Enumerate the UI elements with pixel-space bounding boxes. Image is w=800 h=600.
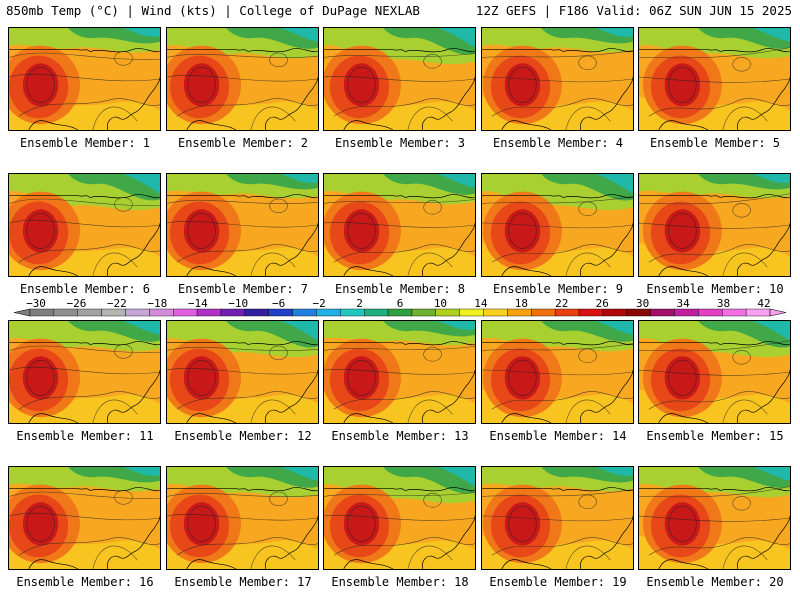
ensemble-member-label: Ensemble Member: 16	[16, 575, 154, 589]
ensemble-member-map	[638, 173, 791, 277]
ensemble-member-map	[166, 27, 319, 131]
ensemble-member-label: Ensemble Member: 4	[492, 136, 624, 150]
colorbar-tick-label: −22	[106, 297, 127, 310]
ensemble-member-map	[8, 27, 161, 131]
colorbar-tick-label: −10	[228, 297, 249, 310]
colorbar-tick-label: 34	[676, 297, 690, 310]
run-valid-time: 12Z GEFS | F186 Valid: 06Z SUN JUN 15 20…	[475, 3, 792, 18]
ensemble-member-map	[481, 320, 634, 424]
colorbar-tick-label: −18	[147, 297, 168, 310]
colorbar-tick-label: 14	[474, 297, 488, 310]
ensemble-member-label: Ensemble Member: 9	[492, 282, 624, 296]
header: 850mb Temp (°C) | Wind (kts) | College o…	[0, 0, 800, 22]
ensemble-member-label: Ensemble Member: 7	[177, 282, 309, 296]
ensemble-member-map	[323, 466, 476, 570]
colorbar-tick-label: −26	[66, 297, 87, 310]
ensemble-member-label: Ensemble Member: 5	[649, 136, 781, 150]
colorbar-tick-label: 26	[595, 297, 609, 310]
ensemble-member-map	[638, 27, 791, 131]
colorbar-tick-label: 6	[396, 297, 404, 310]
ensemble-member-label: Ensemble Member: 14	[489, 429, 627, 443]
ensemble-member-label: Ensemble Member: 3	[334, 136, 466, 150]
ensemble-member-label: Ensemble Member: 18	[331, 575, 469, 589]
ensemble-member-label: Ensemble Member: 1	[19, 136, 151, 150]
ensemble-member-label: Ensemble Member: 2	[177, 136, 309, 150]
ensemble-member-map	[166, 320, 319, 424]
colorbar-tick-label: −14	[187, 297, 208, 310]
ensemble-member-map	[638, 466, 791, 570]
ensemble-member-map	[8, 173, 161, 277]
ensemble-member-map	[166, 466, 319, 570]
colorbar-tick-label: 30	[636, 297, 650, 310]
ensemble-member-label: Ensemble Member: 15	[646, 429, 784, 443]
colorbar-tick-label: 18	[514, 297, 528, 310]
colorbar-tick-label: 42	[757, 297, 771, 310]
ensemble-member-map	[638, 320, 791, 424]
colorbar-tick-label: 10	[433, 297, 448, 310]
colorbar-tick-label: 2	[356, 297, 363, 310]
ensemble-member-label: Ensemble Member: 13	[331, 429, 469, 443]
ensemble-member-map	[166, 173, 319, 277]
ensemble-member-label: Ensemble Member: 17	[174, 575, 312, 589]
colorbar-tick-label: 38	[716, 297, 731, 310]
ensemble-member-map	[481, 27, 634, 131]
ensemble-member-label: Ensemble Member: 11	[16, 429, 154, 443]
colorbar-tick-label: 22	[555, 297, 569, 310]
product-title: 850mb Temp (°C) | Wind (kts) | College o…	[6, 3, 420, 18]
ensemble-member-map	[323, 27, 476, 131]
ensemble-member-map	[8, 466, 161, 570]
ensemble-member-map	[323, 320, 476, 424]
ensemble-member-label: Ensemble Member: 6	[19, 282, 151, 296]
ensemble-member-map	[481, 466, 634, 570]
ensemble-member-label: Ensemble Member: 10	[646, 282, 784, 296]
ensemble-member-map	[8, 320, 161, 424]
colorbar-tick-label: −2	[312, 297, 326, 310]
colorbar-tick-label: −30	[26, 297, 46, 310]
ensemble-member-label: Ensemble Member: 12	[174, 429, 312, 443]
ensemble-member-label: Ensemble Member: 8	[334, 282, 466, 296]
ensemble-member-map	[323, 173, 476, 277]
colorbar-tick-label: −6	[272, 297, 286, 310]
ensemble-member-label: Ensemble Member: 19	[489, 575, 627, 589]
ensemble-member-label: Ensemble Member: 20	[646, 575, 784, 589]
ensemble-member-map	[481, 173, 634, 277]
temperature-colorbar	[13, 308, 787, 317]
